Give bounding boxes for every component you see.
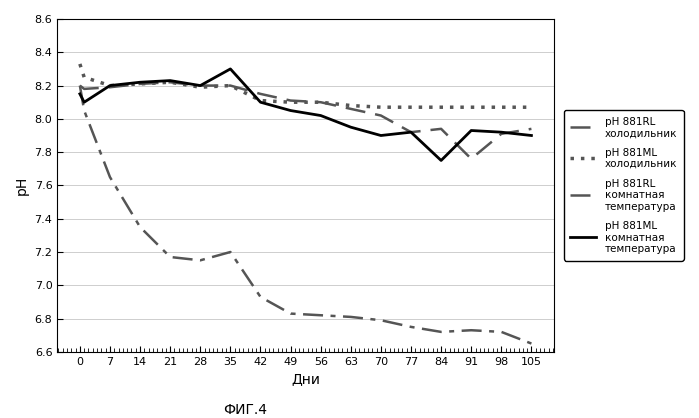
Legend: pH 881RL
холодильник, pH 881ML
холодильник, pH 881RL
комнатная
температура, pH 8: pH 881RL холодильник, pH 881ML холодильн… xyxy=(564,110,684,260)
Text: ФИГ.4: ФИГ.4 xyxy=(223,403,266,417)
Y-axis label: pH: pH xyxy=(15,176,29,195)
X-axis label: Дни: Дни xyxy=(291,372,320,386)
